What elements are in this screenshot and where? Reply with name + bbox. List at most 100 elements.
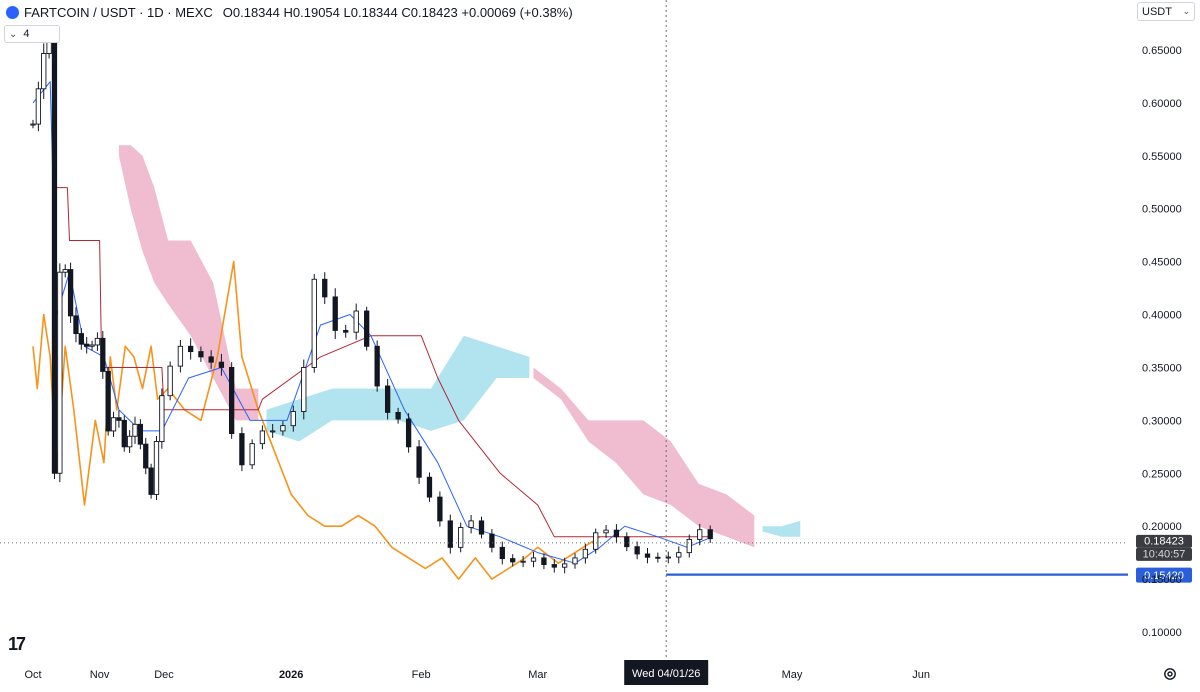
candle: [301, 359, 307, 420]
ohlc-values: O0.18344 H0.19054 L0.18344 C0.18423 +0.0…: [223, 5, 573, 20]
candle: [198, 346, 204, 362]
candle-body: [249, 443, 255, 466]
candle-body: [143, 443, 149, 469]
gear-icon[interactable]: [1162, 666, 1178, 682]
candle-body: [177, 345, 184, 367]
candle: [100, 330, 106, 379]
candle: [105, 366, 111, 436]
candle: [57, 263, 63, 483]
candle: [364, 306, 370, 351]
candle: [126, 430, 133, 454]
candle-body: [57, 271, 63, 474]
candle: [78, 328, 84, 350]
symbol-header[interactable]: FARTCOIN / USDT · 1D · MEXC O0.18344 H0.…: [6, 3, 573, 21]
candle: [228, 362, 235, 439]
candle-body: [301, 367, 307, 412]
candle-body: [290, 411, 296, 427]
candle: [520, 556, 526, 568]
candle-body: [41, 53, 47, 90]
chevron-down-icon: ⌄: [9, 28, 18, 40]
symbol-title: FARTCOIN / USDT · 1D · MEXC: [24, 4, 213, 20]
candle: [489, 529, 495, 553]
candle: [137, 419, 144, 450]
countdown-label: 10:40:57: [1143, 548, 1186, 560]
ichimoku-lines: [32, 81, 713, 580]
candle-body: [541, 557, 547, 565]
candle: [30, 119, 36, 129]
current-price-label: 0.18423: [1144, 535, 1184, 547]
candle-body: [311, 278, 317, 368]
candle: [143, 437, 149, 475]
candle: [447, 514, 453, 554]
candle: [89, 340, 95, 351]
candle-body: [137, 423, 144, 445]
currency-label: USDT: [1142, 5, 1172, 18]
candle: [290, 405, 296, 432]
candle: [249, 439, 255, 470]
candle: [593, 528, 599, 554]
candle-body: [62, 269, 68, 273]
candle-body: [572, 557, 578, 565]
candle: [697, 523, 703, 546]
y-axis-tick-label: 0.25000: [1142, 468, 1182, 480]
candle: [167, 361, 173, 401]
candle-body: [582, 548, 589, 559]
candle-body: [270, 430, 276, 433]
candle-body: [280, 425, 286, 432]
kumo-bearish-0: [118, 145, 259, 421]
candle-body: [89, 344, 95, 347]
current-price-label-bg: [1136, 534, 1192, 548]
candle-body: [153, 441, 160, 495]
candle: [634, 541, 640, 560]
y-axis-tick-label: 0.35000: [1142, 362, 1182, 374]
candle: [51, 25, 58, 479]
candle: [332, 288, 338, 340]
candle-body: [67, 269, 74, 317]
candle-body: [468, 520, 474, 528]
candle-body: [447, 520, 453, 548]
y-axis-tick-label: 0.30000: [1142, 415, 1182, 427]
candle: [343, 324, 349, 338]
candle-body: [613, 529, 620, 538]
candle-body: [458, 527, 464, 548]
close-value: C0.18423: [401, 4, 458, 20]
y-axis-tick-label: 0.40000: [1142, 310, 1182, 322]
candle: [94, 332, 101, 351]
candle-body: [593, 532, 599, 550]
candle: [707, 525, 713, 543]
candle-body: [520, 560, 526, 563]
ichimoku-cloud: [118, 145, 801, 548]
y-axis-tick-label: 0.60000: [1142, 98, 1182, 110]
candle: [572, 553, 578, 569]
candle-body: [395, 411, 401, 420]
candle: [187, 338, 194, 360]
candle-body: [132, 423, 138, 437]
candle: [510, 554, 516, 567]
candle: [73, 307, 79, 343]
tenkan-sen-line: [32, 81, 713, 564]
x-axis-tick-label: May: [782, 669, 803, 681]
candle: [159, 388, 165, 449]
candle: [665, 551, 671, 564]
candle-body: [110, 417, 117, 432]
y-axis-tick-label: 0.55000: [1142, 151, 1182, 163]
candle-body: [353, 310, 359, 333]
candle: [218, 353, 225, 376]
candle-body: [73, 315, 79, 335]
currency-selector[interactable]: USDT ⌄: [1137, 2, 1195, 21]
candle-body: [126, 435, 133, 448]
crosshair-date-label: Wed 04/01/26: [632, 668, 700, 680]
candle-body: [478, 520, 485, 535]
x-axis-tick-label: Jun: [912, 669, 930, 681]
candle: [84, 336, 90, 354]
tradingview-logo-icon: 17: [8, 634, 26, 654]
open-value: O0.18344: [222, 4, 280, 20]
candle: [530, 551, 537, 568]
candle-body: [78, 333, 84, 345]
candle: [603, 525, 609, 538]
candle-body: [208, 356, 214, 363]
candle-body: [167, 365, 173, 397]
indicators-toggle[interactable]: ⌄ 4: [4, 25, 60, 43]
